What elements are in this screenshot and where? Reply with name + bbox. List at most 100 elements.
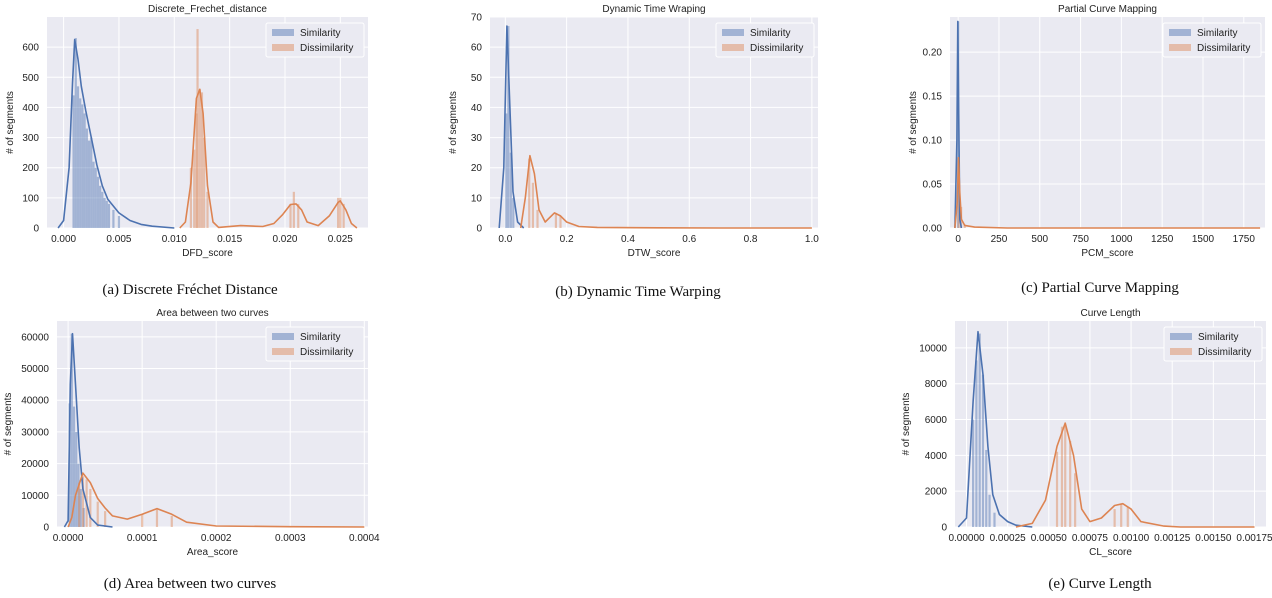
x-tick-label: 0.2: [560, 234, 574, 245]
x-axis-label: Area_score: [187, 547, 239, 558]
chart-panel-d: 0.0000 0.0001 0.0002 0.0003 0.0004 0 10000 2000…: [0, 304, 380, 598]
x-tick-label: 1.0: [805, 234, 819, 245]
histogram-bar: [200, 92, 204, 228]
histogram-bar: [512, 197, 515, 228]
histogram-bar: [103, 197, 106, 228]
histogram-bar: [196, 29, 199, 228]
kde-line-dissimilarity: [954, 156, 1261, 229]
legend-box: [715, 22, 815, 58]
legend-label: Dissimilarity: [1198, 347, 1251, 358]
x-tick-label: 1250: [1151, 234, 1174, 245]
y-tick-label: 10000: [919, 343, 947, 354]
legend-label: Dissimilarity: [1197, 43, 1250, 54]
x-tick-label: 0.025: [328, 234, 353, 245]
histogram-bar: [72, 95, 75, 228]
histogram-bar: [203, 137, 206, 228]
kde-line-similarity: [63, 332, 113, 528]
histogram-bar: [82, 507, 85, 527]
y-tick-label: 0: [941, 523, 947, 534]
chart-svg-c: 0 250 500 750 1000 1250 1500 1750 0.00 0.05 0.10 0.…: [908, 4, 1265, 259]
histogram-bar: [81, 476, 85, 527]
y-tick-label: 20000: [21, 459, 49, 470]
histogram-bar: [206, 191, 209, 228]
x-tick-label: 0.015: [217, 234, 242, 245]
y-tick-label: 0: [33, 224, 39, 235]
kde-line-similarity: [954, 20, 963, 229]
histogram-bar: [74, 38, 77, 228]
chart-svg-d: 0.0000 0.0001 0.0002 0.0003 0.0004 0 10000 2000…: [3, 308, 380, 558]
legend-label: Similarity: [300, 332, 341, 343]
x-tick-label: 0.00000: [948, 533, 985, 544]
histogram-bar: [78, 482, 81, 527]
histogram-bar: [117, 215, 121, 228]
legend-label: Similarity: [1197, 28, 1238, 39]
y-tick-label: 20: [471, 163, 483, 174]
histogram-bar: [1060, 426, 1064, 527]
chart-title: Discrete_Frechet_distance: [148, 4, 267, 15]
x-tick-label: 0.000: [51, 234, 76, 245]
histogram-bar: [972, 419, 975, 527]
histogram-bar: [141, 514, 144, 527]
histogram-bar: [536, 209, 539, 228]
histogram-bar: [975, 360, 978, 527]
x-tick-label: 0.6: [682, 234, 696, 245]
chart-panel-e: 0.00000 0.00025 0.00050 0.00075 0.00100 0.001…: [898, 304, 1272, 598]
histogram-bar: [297, 203, 300, 228]
x-tick-label: 500: [1031, 234, 1048, 245]
x-axis-label: DTW_score: [628, 248, 681, 259]
x-tick-label: 1750: [1233, 234, 1256, 245]
histogram-bar: [531, 182, 535, 228]
x-tick-label: 1500: [1192, 234, 1215, 245]
y-tick-label: 500: [22, 73, 39, 84]
y-tick-label: 0.20: [923, 48, 943, 59]
chart-panel-c: 0 250 500 750 1000 1250 1500 1750 0.00 0.05 0.10 0.…: [898, 0, 1272, 300]
y-tick-label: 0.10: [923, 136, 943, 147]
histogram-bar: [554, 212, 558, 228]
histogram-bar: [170, 515, 173, 527]
kde-line-dissimilarity: [519, 154, 812, 229]
caption-a: (a) Discrete Fréchet Distance: [102, 282, 278, 298]
histogram-bar: [85, 128, 88, 228]
legend-swatch: [1169, 44, 1191, 51]
x-axis-label: PCM_score: [1081, 248, 1134, 259]
x-tick-label: 1000: [1110, 234, 1133, 245]
histogram-bar: [988, 494, 991, 527]
chart-panel-a: 0.000 0.005 0.010 0.015 0.020 0.025 0 100 200 300…: [0, 0, 372, 300]
legend-swatch: [1170, 333, 1192, 340]
x-tick-label: 0.005: [106, 234, 131, 245]
y-axis-label: # of segments: [901, 393, 912, 456]
chart-panel-b: 0.0 0.2 0.4 0.6 0.8 1.0 0 10 20 30 40 50 60 70 Dynamic…: [448, 0, 824, 300]
histogram-bar: [337, 197, 340, 228]
y-tick-label: 40000: [21, 396, 49, 407]
chart-svg-b: 0.0 0.2 0.4 0.6 0.8 1.0 0 10 20 30 40 50 60 70 Dynamic…: [448, 4, 819, 259]
histogram-bar: [993, 512, 996, 527]
histogram-bar: [99, 185, 102, 228]
x-tick-label: 0.00075: [1072, 533, 1109, 544]
legend-label: Similarity: [750, 28, 791, 39]
histogram-bar: [89, 488, 92, 527]
histogram-bar: [289, 203, 292, 228]
x-tick-label: 0.00025: [990, 533, 1027, 544]
y-tick-label: 8000: [925, 379, 948, 390]
y-tick-label: 60000: [21, 332, 49, 343]
x-tick-label: 0.00150: [1195, 533, 1232, 544]
y-tick-label: 70: [471, 13, 483, 24]
x-tick-label: 0.00175: [1236, 533, 1272, 544]
histogram-bar: [559, 215, 562, 228]
x-tick-label: 0.0000: [53, 533, 84, 544]
histogram-bar: [528, 158, 531, 228]
legend-swatch: [272, 44, 294, 51]
x-tick-label: 0.4: [621, 234, 635, 245]
histogram-bar: [292, 191, 295, 228]
y-tick-label: 0.05: [923, 180, 943, 191]
histogram-bar: [985, 449, 988, 527]
histogram-bar: [79, 488, 82, 527]
y-axis-label: # of segments: [448, 91, 459, 154]
y-tick-label: 6000: [925, 415, 948, 426]
legend-box: [265, 326, 365, 362]
histogram-bar: [1069, 441, 1072, 527]
chart-title: Area between two curves: [156, 308, 268, 319]
histogram-bar: [107, 203, 111, 228]
kde-line-similarity: [498, 25, 525, 229]
legend-label: Dissimilarity: [750, 43, 803, 54]
